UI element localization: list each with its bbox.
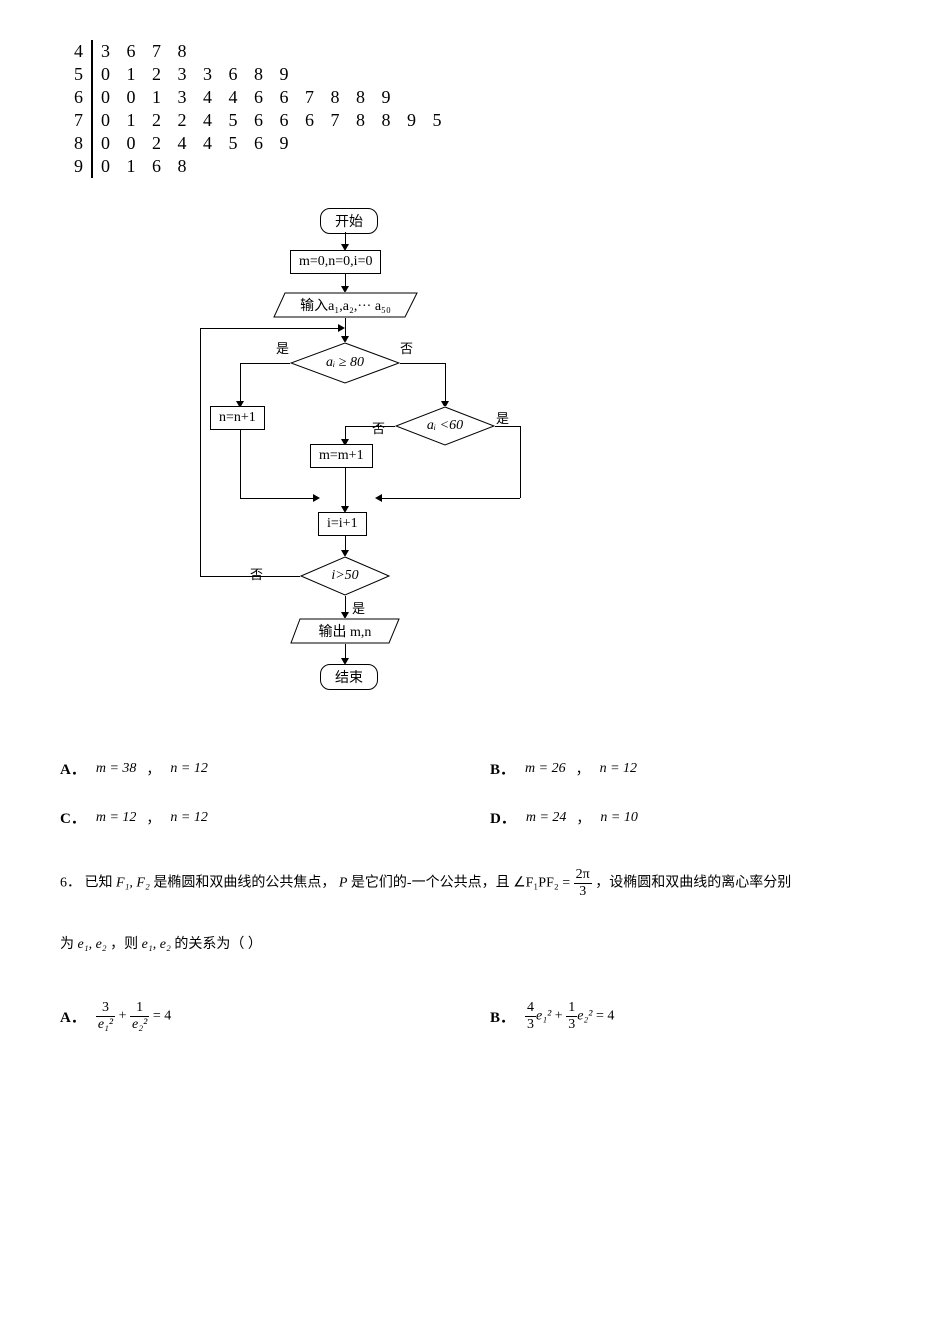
stem: 8 bbox=[70, 132, 92, 155]
stem: 4 bbox=[70, 40, 92, 63]
flow-end: 结束 bbox=[320, 664, 378, 690]
flow-input: 输入a₁,a₂,··· a₅₀ bbox=[300, 295, 391, 315]
flow-m: m=m+1 bbox=[310, 444, 373, 468]
q5-options: A． m = 38， n = 12 B． m = 26， n = 12 C． m… bbox=[60, 758, 890, 828]
flow-d1: aᵢ ≥ 80 bbox=[290, 342, 400, 384]
yes-label: 是 bbox=[276, 338, 289, 357]
flow-d2: aᵢ <60 bbox=[395, 406, 495, 446]
option-a: A． 3e₁² + 1e₂² = 4 bbox=[60, 1001, 460, 1032]
leaf: 0 0 1 3 4 4 6 6 7 8 8 9 bbox=[92, 86, 452, 109]
stem: 7 bbox=[70, 109, 92, 132]
leaf: 0 1 2 2 4 5 6 6 6 7 8 8 9 5 bbox=[92, 109, 452, 132]
option-b: B． m = 26， n = 12 bbox=[490, 758, 890, 779]
option-c: C． m = 12， n = 12 bbox=[60, 807, 460, 828]
stem: 6 bbox=[70, 86, 92, 109]
flow-start: 开始 bbox=[320, 208, 378, 234]
flow-init: m=0,n=0,i=0 bbox=[290, 250, 381, 274]
leaf: 0 1 2 3 3 6 8 9 bbox=[92, 63, 452, 86]
leaf: 0 1 6 8 bbox=[92, 155, 452, 178]
question-6: 6． 已知 F₁, F₂ 是椭圆和双曲线的公共焦点， P 是它们的-一个公共点，… bbox=[60, 868, 890, 961]
stem-leaf-plot: 43 6 7 8 50 1 2 3 3 6 8 9 60 0 1 3 4 4 6… bbox=[70, 40, 452, 178]
flow-d3: i>50 bbox=[300, 556, 390, 596]
no-label: 否 bbox=[400, 338, 413, 357]
flow-i: i=i+1 bbox=[318, 512, 367, 536]
q6-options: A． 3e₁² + 1e₂² = 4 B． 43e₁² + 13e₂² = 4 bbox=[60, 1001, 890, 1032]
option-a: A． m = 38， n = 12 bbox=[60, 758, 460, 779]
option-b: B． 43e₁² + 13e₂² = 4 bbox=[490, 1001, 890, 1032]
stem: 5 bbox=[70, 63, 92, 86]
leaf: 3 6 7 8 bbox=[92, 40, 452, 63]
flow-output: 输出 m,n bbox=[319, 621, 372, 641]
flowchart: 开始 m=0,n=0,i=0 输入a₁,a₂,··· a₅₀ aᵢ ≥ 80 是… bbox=[180, 208, 540, 728]
stem: 9 bbox=[70, 155, 92, 178]
flow-n: n=n+1 bbox=[210, 406, 265, 430]
option-d: D． m = 24， n = 10 bbox=[490, 807, 890, 828]
leaf: 0 0 2 4 4 5 6 9 bbox=[92, 132, 452, 155]
